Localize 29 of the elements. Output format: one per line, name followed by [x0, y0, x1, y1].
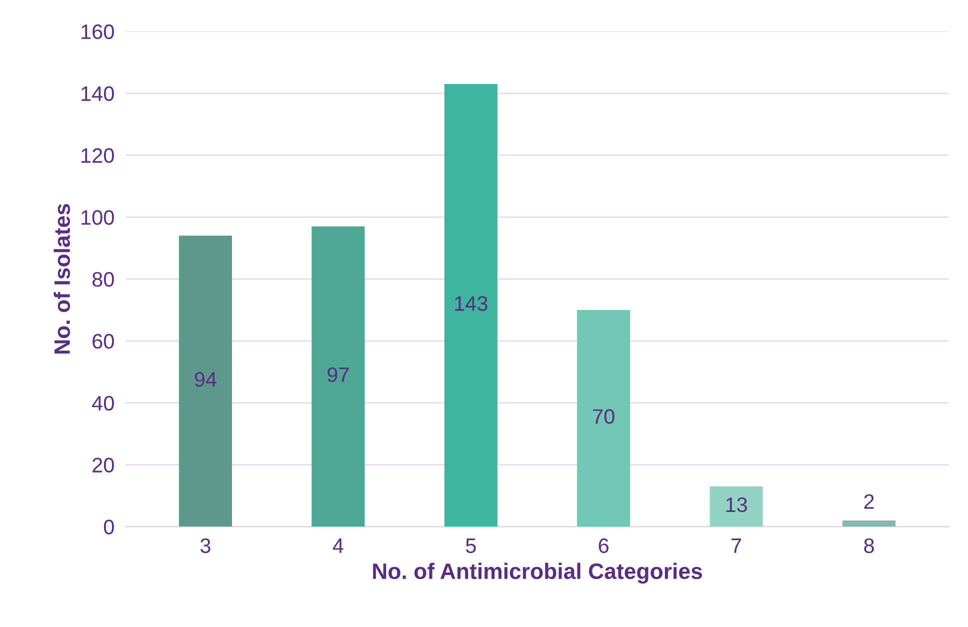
bar — [710, 486, 763, 527]
x-axis-title: No. of Antimicrobial Categories — [373, 562, 702, 584]
y-tick-label: 160 — [82, 24, 114, 40]
y-tick-label: 140 — [82, 86, 114, 102]
data-label: 143 — [455, 296, 488, 311]
bar — [842, 520, 896, 527]
y-tick-label: 0 — [104, 520, 114, 534]
y-tick-label: 20 — [92, 458, 114, 473]
x-tick-label: 4 — [332, 538, 344, 553]
bar — [577, 310, 630, 527]
y-tick-label: 40 — [92, 396, 114, 411]
y-tick-label: 120 — [82, 148, 114, 163]
data-label: 70 — [593, 409, 614, 424]
x-tick-label: 3 — [200, 538, 210, 554]
y-axis-title: No. of Isolates — [54, 204, 70, 354]
y-tick-label: 100 — [82, 210, 114, 225]
x-tick-label: 8 — [864, 538, 874, 554]
data-label: 94 — [194, 372, 216, 387]
x-tick-label: 6 — [598, 538, 608, 554]
bar — [178, 236, 232, 527]
data-label: 2 — [864, 494, 874, 509]
y-tick-label: 60 — [92, 334, 114, 349]
y-tick-label: 80 — [92, 272, 114, 287]
x-tick-label: 7 — [732, 538, 742, 553]
data-label: 97 — [328, 367, 349, 382]
x-tick-label: 5 — [466, 538, 476, 554]
bar — [312, 226, 365, 527]
bar — [444, 84, 498, 527]
data-label: 13 — [726, 497, 747, 512]
